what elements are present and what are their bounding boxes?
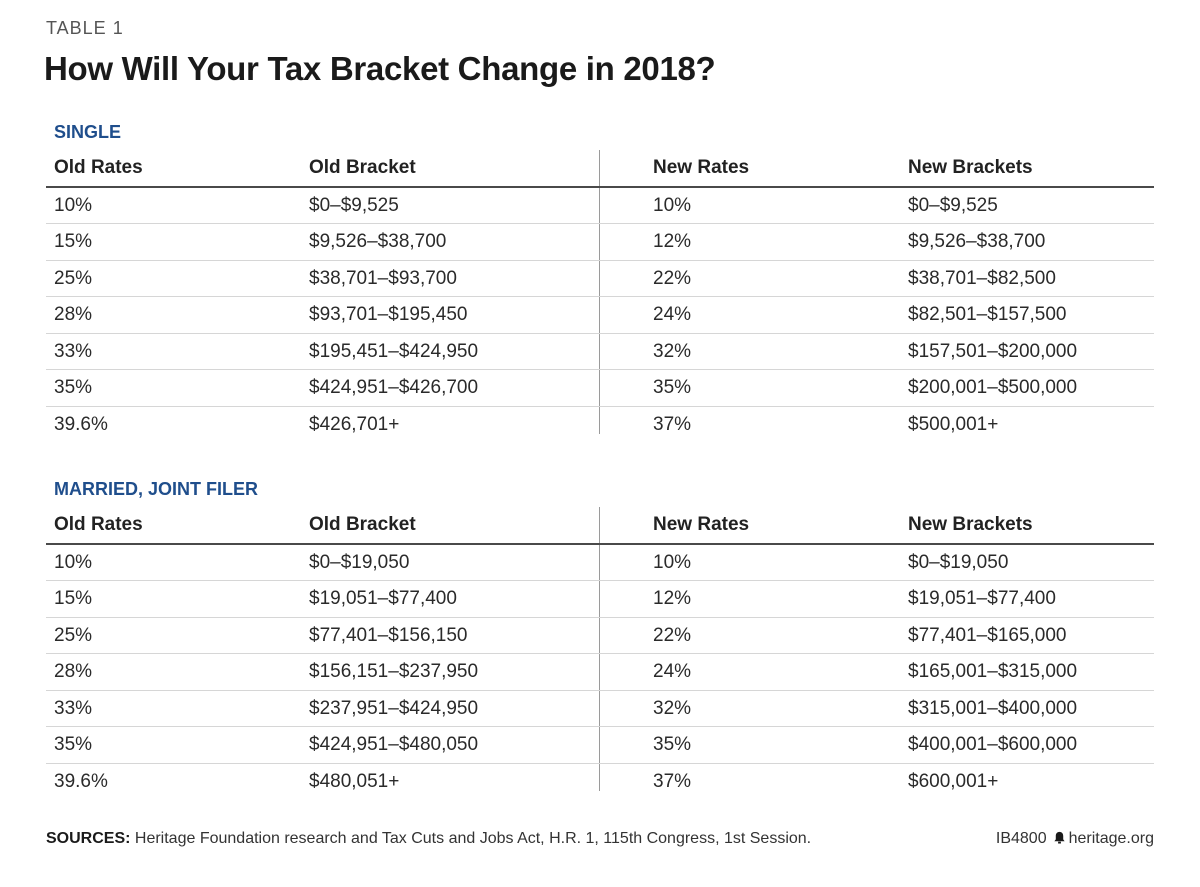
old-bracket-cell: $0–$19,050 <box>309 551 410 573</box>
old-bracket-cell: $195,451–$424,950 <box>309 340 479 362</box>
tax-table-married: Old Rates Old Bracket New Rates New Brac… <box>46 507 1154 799</box>
old-bracket-cell: $424,951–$426,700 <box>309 377 479 398</box>
old-rate-cell: 28% <box>54 304 93 325</box>
new-bracket-cell: $77,401–$165,000 <box>908 624 1067 646</box>
section-title-married: MARRIED, JOINT FILER <box>54 479 259 499</box>
column-divider <box>599 507 600 791</box>
table-row: 28% $93,701–$195,450 24% $82,501–$157,50… <box>46 297 1154 334</box>
old-bracket-cell: $480,051+ <box>309 770 400 792</box>
old-bracket-cell: $424,951–$480,050 <box>309 734 479 755</box>
sources-note: SOURCES: Heritage Foundation research an… <box>46 830 811 848</box>
sources-label: SOURCES: <box>46 830 131 847</box>
old-bracket-cell: $237,951–$424,950 <box>309 697 479 719</box>
section-title-single: SINGLE <box>54 122 122 142</box>
table-row: 35% $424,951–$426,700 35% $200,001–$500,… <box>46 370 1154 407</box>
old-rate-cell: 35% <box>54 734 93 755</box>
old-rate-cell: 10% <box>54 551 93 573</box>
header-new-brackets: New Brackets <box>908 157 1033 178</box>
table-row: 25% $38,701–$93,700 22% $38,701–$82,500 <box>46 261 1154 297</box>
old-bracket-cell: $0–$9,525 <box>309 194 399 216</box>
table-row: 25% $77,401–$156,150 22% $77,401–$165,00… <box>46 618 1154 654</box>
old-bracket-cell: $426,701+ <box>309 413 400 435</box>
old-rate-cell: 39.6% <box>54 770 108 792</box>
table-row: 15% $9,526–$38,700 12% $9,526–$38,700 <box>46 224 1154 261</box>
header-old-rates: Old Rates <box>54 157 143 178</box>
column-divider <box>599 150 600 434</box>
header-old-bracket: Old Bracket <box>309 514 416 535</box>
table-row: 15% $19,051–$77,400 12% $19,051–$77,400 <box>46 581 1154 618</box>
table-row: 10% $0–$19,050 10% $0–$19,050 <box>46 545 1154 581</box>
header-new-brackets: New Brackets <box>908 514 1033 535</box>
old-rate-cell: 25% <box>54 267 93 289</box>
table-row: 35% $424,951–$480,050 35% $400,001–$600,… <box>46 727 1154 764</box>
table-header-row: Old Rates Old Bracket New Rates New Brac… <box>46 507 1154 545</box>
header-new-rates: New Rates <box>653 514 750 535</box>
table-row: 10% $0–$9,525 10% $0–$9,525 <box>46 188 1154 224</box>
new-rate-cell: 37% <box>653 413 692 435</box>
header-old-rates: Old Rates <box>54 514 143 535</box>
old-rate-cell: 35% <box>54 377 93 398</box>
new-rate-cell: 12% <box>653 231 692 252</box>
new-bracket-cell: $400,001–$600,000 <box>908 734 1078 755</box>
tax-table-single: Old Rates Old Bracket New Rates New Brac… <box>46 150 1154 442</box>
new-rate-cell: 12% <box>653 588 692 609</box>
new-bracket-cell: $38,701–$82,500 <box>908 267 1056 289</box>
old-bracket-cell: $19,051–$77,400 <box>309 588 457 609</box>
sources-text: Heritage Foundation research and Tax Cut… <box>130 830 812 847</box>
new-bracket-cell: $82,501–$157,500 <box>908 304 1067 325</box>
new-bracket-cell: $19,051–$77,400 <box>908 588 1056 609</box>
table-row: 39.6% $480,051+ 37% $600,001+ <box>46 764 1154 800</box>
old-rate-cell: 15% <box>54 231 93 252</box>
new-rate-cell: 22% <box>653 267 692 289</box>
old-bracket-cell: $93,701–$195,450 <box>309 304 468 325</box>
new-rate-cell: 32% <box>653 340 692 362</box>
header-old-bracket: Old Bracket <box>309 157 416 178</box>
new-bracket-cell: $157,501–$200,000 <box>908 340 1078 362</box>
new-rate-cell: 35% <box>653 734 692 755</box>
old-rate-cell: 39.6% <box>54 413 108 435</box>
new-rate-cell: 22% <box>653 624 692 646</box>
old-bracket-cell: $156,151–$237,950 <box>309 661 479 682</box>
old-rate-cell: 25% <box>54 624 93 646</box>
new-rate-cell: 24% <box>653 304 692 325</box>
new-bracket-cell: $0–$19,050 <box>908 551 1009 573</box>
site-link[interactable]: heritage.org <box>1068 830 1154 847</box>
page-title: How Will Your Tax Bracket Change in 2018… <box>44 50 716 87</box>
old-bracket-cell: $38,701–$93,700 <box>309 267 457 289</box>
table-label: TABLE 1 <box>46 18 124 38</box>
old-bracket-cell: $77,401–$156,150 <box>309 624 468 646</box>
credit-line: IB4800 heritage.org <box>996 830 1154 848</box>
table-row: 28% $156,151–$237,950 24% $165,001–$315,… <box>46 654 1154 691</box>
old-rate-cell: 28% <box>54 661 93 682</box>
new-bracket-cell: $600,001+ <box>908 770 999 792</box>
table-row: 39.6% $426,701+ 37% $500,001+ <box>46 407 1154 443</box>
new-bracket-cell: $200,001–$500,000 <box>908 377 1078 398</box>
new-rate-cell: 32% <box>653 697 692 719</box>
old-bracket-cell: $9,526–$38,700 <box>309 231 447 252</box>
old-rate-cell: 33% <box>54 340 93 362</box>
report-id: IB4800 <box>995 830 1047 847</box>
new-bracket-cell: $9,526–$38,700 <box>908 231 1046 252</box>
new-bracket-cell: $0–$9,525 <box>908 194 998 216</box>
table-row: 33% $195,451–$424,950 32% $157,501–$200,… <box>46 334 1154 370</box>
new-rate-cell: 10% <box>653 551 692 573</box>
table-row: 33% $237,951–$424,950 32% $315,001–$400,… <box>46 691 1154 727</box>
table-header-row: Old Rates Old Bracket New Rates New Brac… <box>46 150 1154 188</box>
old-rate-cell: 10% <box>54 194 93 216</box>
new-bracket-cell: $500,001+ <box>908 413 999 435</box>
new-rate-cell: 37% <box>653 770 692 792</box>
old-rate-cell: 15% <box>54 588 93 609</box>
new-bracket-cell: $315,001–$400,000 <box>908 697 1078 719</box>
new-rate-cell: 24% <box>653 661 692 682</box>
old-rate-cell: 33% <box>54 697 93 719</box>
new-rate-cell: 35% <box>653 377 692 398</box>
header-new-rates: New Rates <box>653 157 750 178</box>
new-rate-cell: 10% <box>653 194 692 216</box>
bell-icon <box>1054 831 1065 844</box>
new-bracket-cell: $165,001–$315,000 <box>908 661 1078 682</box>
